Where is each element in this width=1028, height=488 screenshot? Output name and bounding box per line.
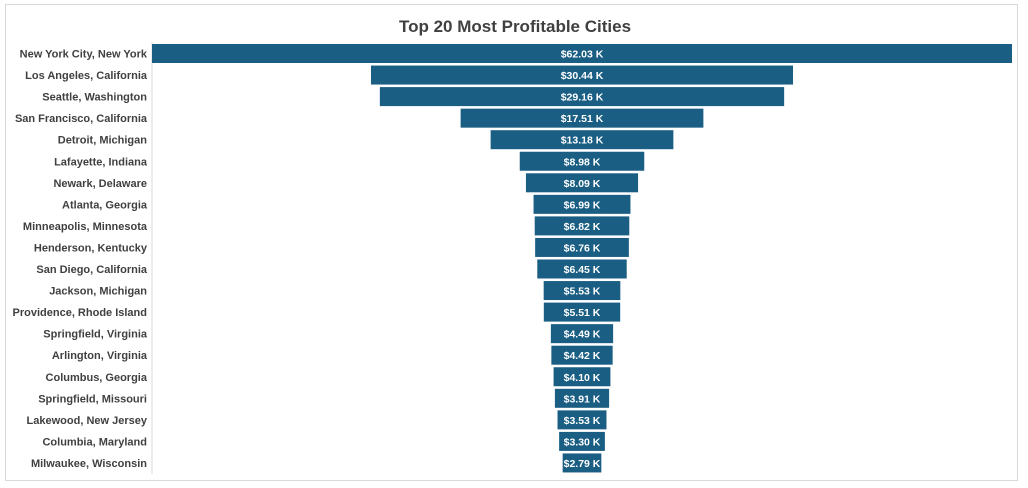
category-label: Newark, Delaware [53,178,147,190]
bar [554,388,610,408]
data-label: $4.42 K [564,350,601,362]
bar [559,431,605,451]
category-labels: New York City, New York Los Angeles, Cali… [13,49,148,470]
category-label: Los Angeles, California [25,70,148,82]
data-label: $3.91 K [564,393,601,405]
data-label: $4.10 K [564,372,601,384]
funnel-chart: Top 20 Most Profitable Cities New York C… [13,17,1012,474]
category-label: Lafayette, Indiana [54,156,148,168]
category-label: Atlanta, Georgia [62,199,148,211]
category-label: Arlington, Virginia [52,350,148,362]
bar [152,44,1012,63]
bar [534,216,630,236]
data-label: $6.99 K [564,199,601,211]
bar [370,65,794,85]
category-label: Henderson, Kentucky [34,242,148,254]
bar [379,87,785,107]
category-label: Columbus, Georgia [46,372,148,384]
chart-title: Top 20 Most Profitable Cities [399,17,631,36]
data-label: $6.76 K [564,242,601,254]
category-label: Springfield, Missouri [38,393,147,405]
data-label: $29.16 K [561,92,604,104]
bar [562,453,602,473]
category-label: San Francisco, California [15,113,148,125]
bar [557,410,607,430]
data-label: $2.79 K [564,458,601,470]
bar [525,173,639,193]
data-label: $30.44 K [561,70,604,82]
category-label: Milwaukee, Wisconsin [31,458,147,470]
bar [550,324,614,344]
bar [537,259,627,279]
category-label: Detroit, Michigan [58,135,148,147]
data-label: $8.98 K [564,156,601,168]
bar [460,108,704,128]
category-label: Jackson, Michigan [49,286,147,298]
bar [535,237,629,257]
bar [551,345,613,365]
data-label: $3.30 K [564,436,601,448]
category-label: Seattle, Washington [42,92,147,104]
chart-frame: Top 20 Most Profitable Cities New York C… [5,4,1018,481]
category-label: Springfield, Virginia [43,329,148,341]
category-label: Columbia, Maryland [42,436,147,448]
data-label: $6.45 K [564,264,601,276]
bar [519,151,645,171]
bar [553,367,611,387]
data-labels: $62.03 K $30.44 K $29.16 K $17.51 K $13.18 K… [561,49,604,470]
category-label: San Diego, California [36,264,148,276]
data-label: $4.49 K [564,329,601,341]
bar [490,130,674,150]
data-label: $62.03 K [561,49,604,61]
data-label: $5.51 K [564,307,601,319]
data-label: $6.82 K [564,221,601,233]
data-label: $3.53 K [564,415,601,427]
bar [543,281,621,301]
category-label: New York City, New York [20,49,148,61]
bar [533,194,631,214]
data-label: $8.09 K [564,178,601,190]
data-label: $5.53 K [564,286,601,298]
data-label: $17.51 K [561,113,604,125]
data-label: $13.18 K [561,135,604,147]
bars [152,44,1012,473]
bar [543,302,621,322]
category-label: Providence, Rhode Island [13,307,147,319]
category-label: Lakewood, New Jersey [27,415,148,427]
category-label: Minneapolis, Minnesota [23,221,148,233]
